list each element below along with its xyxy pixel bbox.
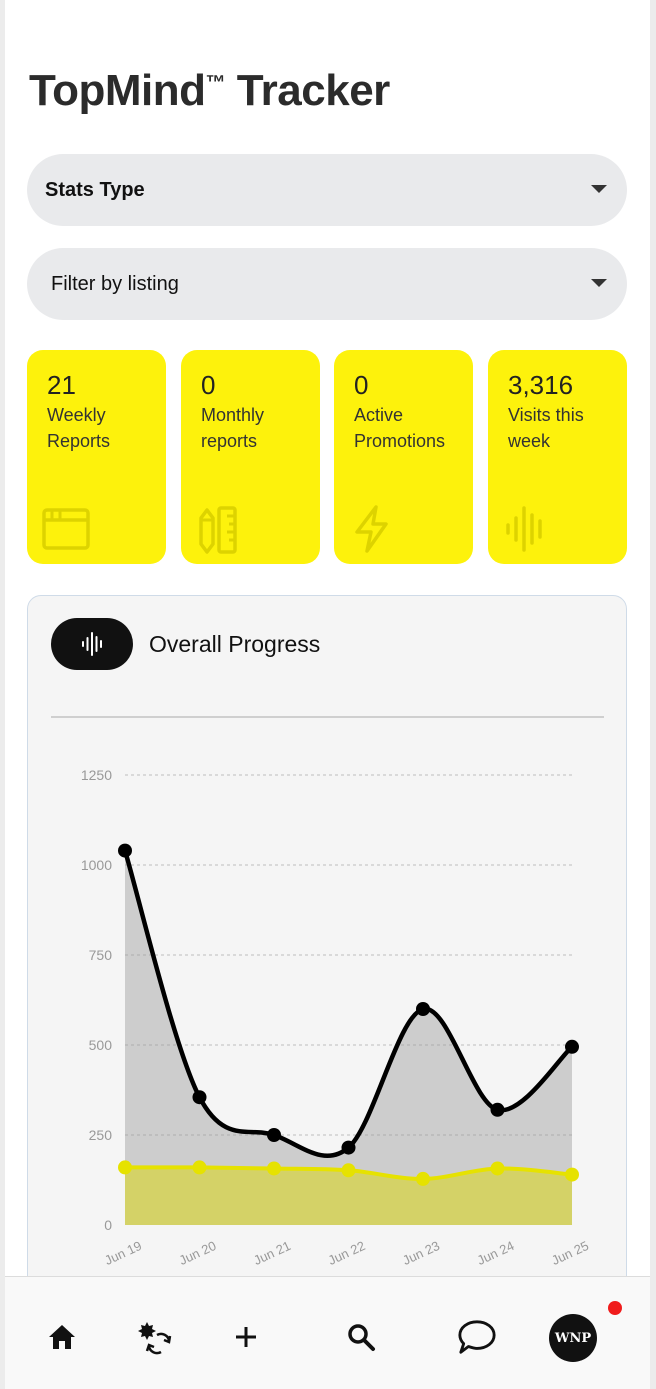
nav-search-button[interactable] xyxy=(341,1317,381,1357)
progress-badge xyxy=(51,618,133,670)
stat-value: 21 xyxy=(47,370,76,400)
stat-label: Monthly reports xyxy=(201,405,265,451)
nav-home-button[interactable] xyxy=(42,1317,82,1357)
data-point xyxy=(416,1002,430,1016)
page-title: TopMind™ Tracker xyxy=(29,66,390,115)
series-area xyxy=(125,1167,572,1225)
data-point xyxy=(118,843,132,858)
stat-card-weekly-reports[interactable]: 21 Weekly Reports xyxy=(27,350,166,564)
y-tick-label: 750 xyxy=(89,947,113,963)
stat-label: Visits this week xyxy=(508,405,584,451)
soundwave-icon xyxy=(82,632,102,656)
overall-progress-chart: 0 250 500 750 1000 1250 Jun 19 Jun 20 Jun 21 Jun … xyxy=(81,767,591,1268)
y-tick-label: 1250 xyxy=(81,767,112,783)
stats-cards: 21 Weekly Reports 0 Monthly reports xyxy=(27,350,627,564)
nav-exchange-button[interactable] xyxy=(135,1317,175,1357)
y-tick-label: 500 xyxy=(89,1037,113,1053)
home-icon xyxy=(49,1325,75,1349)
chat-icon xyxy=(458,1320,496,1354)
page: TopMind™ Tracker Stats Type Filter by li… xyxy=(5,0,650,1389)
data-point xyxy=(565,1039,579,1054)
divider xyxy=(51,716,604,718)
search-icon xyxy=(348,1324,375,1351)
stat-label: Active Promotions xyxy=(354,405,446,451)
y-tick-label: 1000 xyxy=(81,857,112,873)
data-point xyxy=(192,1090,207,1105)
listing-filter-label: Filter by listing xyxy=(51,272,179,295)
data-point xyxy=(267,1161,281,1176)
x-tick-label: Jun 21 xyxy=(251,1238,293,1268)
nav-add-button[interactable] xyxy=(226,1317,266,1357)
data-point xyxy=(192,1160,207,1175)
x-tick-label: Jun 22 xyxy=(326,1238,368,1268)
stat-value: 0 xyxy=(354,370,369,400)
stat-value: 3,316 xyxy=(508,370,574,400)
pencil-ruler-icon xyxy=(199,506,237,554)
data-point xyxy=(341,1163,356,1178)
data-point xyxy=(267,1128,281,1142)
x-tick-label: Jun 19 xyxy=(102,1238,144,1268)
x-tick-label: Jun 25 xyxy=(549,1238,591,1268)
lightning-icon xyxy=(355,505,388,553)
data-point xyxy=(565,1167,579,1182)
stats-type-select[interactable]: Stats Type xyxy=(27,154,627,226)
x-tick-label: Jun 24 xyxy=(475,1238,517,1268)
x-tick-label: Jun 20 xyxy=(177,1238,219,1268)
overall-progress-panel: Overall Progress 0 250 500 750 1000 1250 Jun 1… xyxy=(27,595,627,1355)
data-point xyxy=(341,1140,356,1155)
soundwave-icon xyxy=(506,506,542,552)
data-point xyxy=(490,1161,505,1176)
chevron-down-icon xyxy=(591,185,607,193)
data-point xyxy=(118,1160,132,1175)
stat-card-active-promotions[interactable]: 0 Active Promotions xyxy=(334,350,473,564)
stat-value: 0 xyxy=(201,370,216,400)
x-tick-label: Jun 23 xyxy=(400,1238,442,1268)
plus-icon xyxy=(236,1327,256,1347)
nav-chat-button[interactable] xyxy=(457,1317,497,1357)
data-point xyxy=(416,1171,430,1186)
stats-type-label: Stats Type xyxy=(45,178,145,201)
trademark-symbol: ™ xyxy=(205,72,226,94)
data-point xyxy=(490,1102,505,1117)
stat-label: Weekly Reports xyxy=(47,405,111,451)
listing-filter-select[interactable]: Filter by listing xyxy=(27,248,627,320)
chevron-down-icon xyxy=(591,279,607,287)
bottom-nav: WNP xyxy=(5,1276,650,1389)
y-tick-label: 0 xyxy=(104,1217,112,1233)
panel-title: Overall Progress xyxy=(149,631,321,657)
avatar[interactable]: WNP xyxy=(549,1314,597,1362)
exchange-icon xyxy=(138,1322,172,1355)
y-tick-label: 250 xyxy=(89,1127,113,1143)
stat-card-monthly-reports[interactable]: 0 Monthly reports xyxy=(181,350,320,564)
stat-card-visits[interactable]: 3,316 Visits this week xyxy=(488,350,627,564)
notification-dot xyxy=(608,1301,622,1315)
browser-window-icon xyxy=(42,508,90,550)
